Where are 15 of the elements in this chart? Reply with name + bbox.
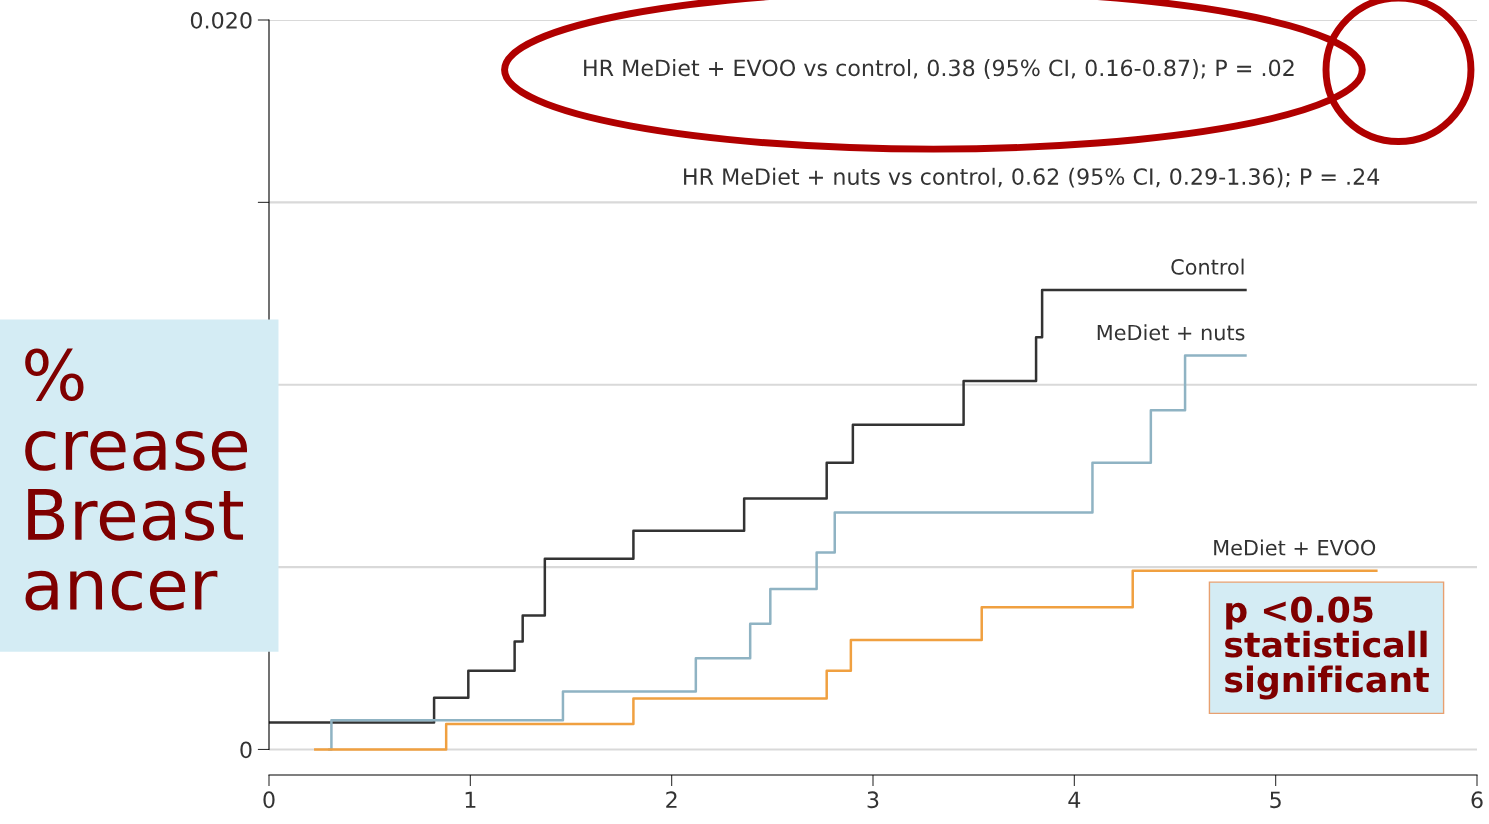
x-tick-label: 1 <box>465 791 476 808</box>
annotation: p <0.05 statisticall significant <box>1225 596 1429 700</box>
x-tick-label: 5 <box>1270 791 1281 809</box>
x-tick-label: 6 <box>1471 791 1483 809</box>
series-label: MeDiet + EVOO <box>1214 539 1376 556</box>
y-tick-label: 0.020 <box>190 11 252 29</box>
x-tick-label: 4 <box>1068 791 1081 808</box>
text: % crease Breast ancer <box>25 348 248 611</box>
series-label: Control <box>1171 258 1244 275</box>
x-tick-label: 0 <box>263 791 275 809</box>
series-label: MeDiet + nuts <box>1097 324 1245 341</box>
annotation: HR MeDiet + EVOO vs control, 0.38 (95% CI, 0.16-0.87); P = .02 <box>584 59 1294 79</box>
x-tick-label: 3 <box>867 791 879 809</box>
annotation: HR MeDiet + nuts vs control, 0.62 (95% CI, 0.29-1.36); P = .24 <box>684 167 1380 188</box>
x-tick-label: 2 <box>666 791 677 808</box>
